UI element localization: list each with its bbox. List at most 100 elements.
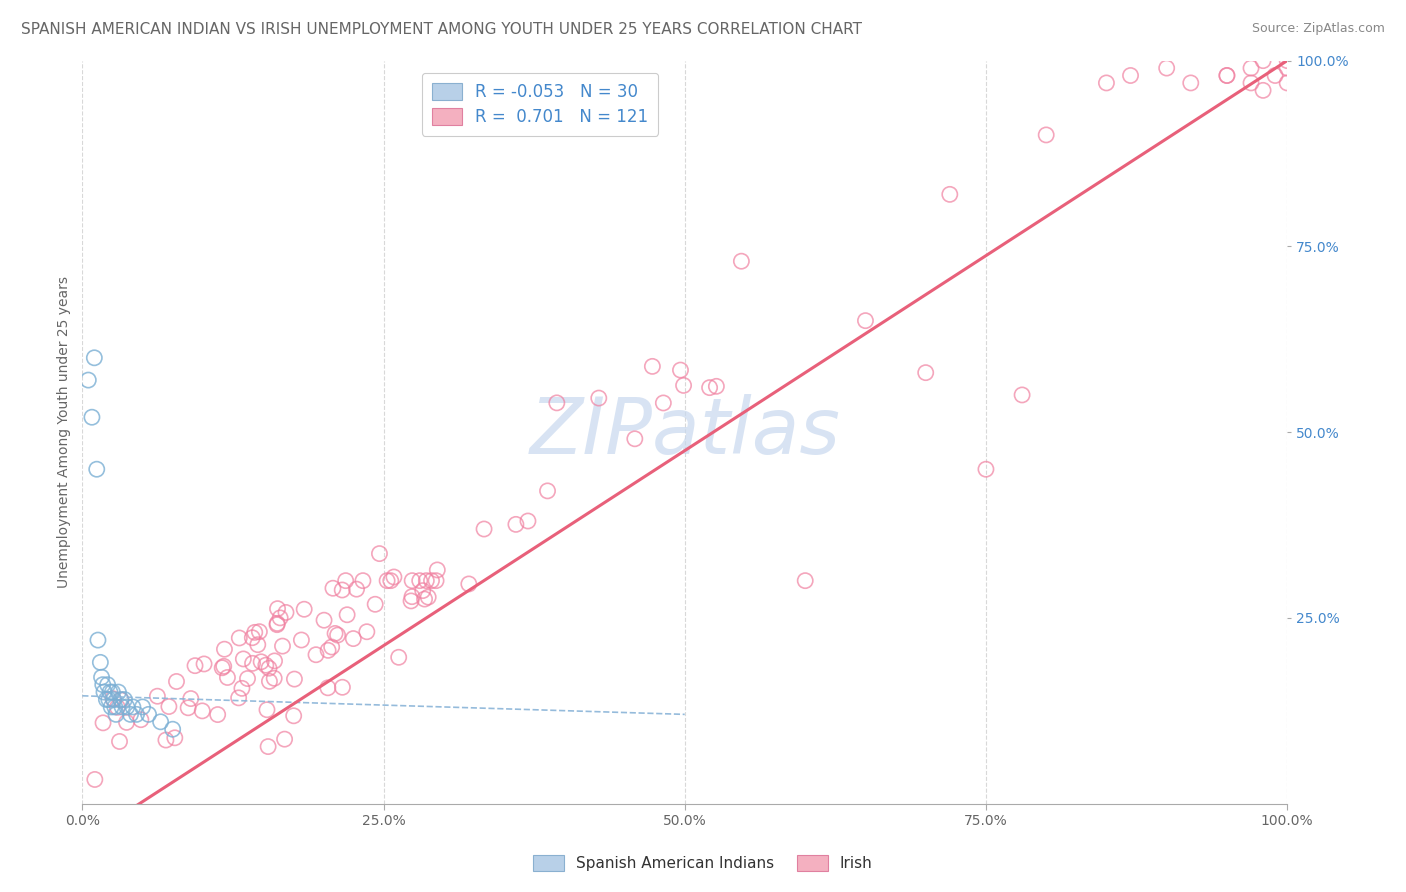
Point: [246, 638, 269, 652]
Point: [412, 583, 434, 598]
Point: [974, 462, 997, 476]
Point: [254, 658, 277, 673]
Point: [191, 704, 214, 718]
Point: [163, 731, 186, 745]
Point: [399, 594, 422, 608]
Point: [115, 715, 138, 730]
Point: [517, 514, 540, 528]
Point: [536, 483, 558, 498]
Point: [1119, 69, 1142, 83]
Point: [271, 639, 294, 653]
Point: [316, 643, 339, 657]
Point: [274, 606, 297, 620]
Point: [122, 700, 145, 714]
Point: [1011, 388, 1033, 402]
Point: [641, 359, 664, 374]
Point: [283, 708, 305, 723]
Point: [228, 690, 250, 705]
Point: [263, 671, 285, 685]
Point: [939, 187, 962, 202]
Point: [114, 692, 136, 706]
Point: [207, 707, 229, 722]
Point: [217, 670, 239, 684]
Point: [269, 611, 291, 625]
Point: [652, 396, 675, 410]
Point: [180, 691, 202, 706]
Point: [263, 654, 285, 668]
Point: [283, 672, 305, 686]
Point: [166, 674, 188, 689]
Point: [457, 577, 479, 591]
Point: [87, 633, 110, 648]
Point: [90, 670, 112, 684]
Point: [322, 581, 344, 595]
Point: [110, 693, 132, 707]
Point: [316, 681, 339, 695]
Point: [250, 655, 273, 669]
Point: [413, 592, 436, 607]
Point: [382, 570, 405, 584]
Point: [105, 707, 128, 722]
Point: [472, 522, 495, 536]
Point: [162, 723, 184, 737]
Point: [364, 597, 387, 611]
Point: [103, 692, 125, 706]
Point: [96, 692, 118, 706]
Point: [83, 351, 105, 365]
Point: [110, 692, 132, 706]
Point: [356, 624, 378, 639]
Point: [120, 707, 142, 722]
Legend: Spanish American Indians, Irish: Spanish American Indians, Irish: [527, 849, 879, 877]
Point: [257, 661, 280, 675]
Point: [699, 381, 721, 395]
Point: [214, 642, 236, 657]
Point: [232, 652, 254, 666]
Point: [292, 602, 315, 616]
Point: [730, 254, 752, 268]
Point: [240, 631, 263, 645]
Point: [97, 692, 120, 706]
Point: [149, 714, 172, 729]
Point: [247, 624, 270, 639]
Point: [273, 732, 295, 747]
Point: [1240, 76, 1263, 90]
Point: [1180, 76, 1202, 90]
Point: [86, 462, 108, 476]
Point: [380, 574, 402, 588]
Point: [177, 700, 200, 714]
Point: [256, 703, 278, 717]
Point: [1275, 54, 1298, 68]
Point: [375, 574, 398, 588]
Point: [228, 631, 250, 645]
Point: [266, 601, 288, 615]
Point: [425, 574, 447, 588]
Point: [388, 650, 411, 665]
Point: [1216, 69, 1239, 83]
Text: SPANISH AMERICAN INDIAN VS IRISH UNEMPLOYMENT AMONG YOUTH UNDER 25 YEARS CORRELA: SPANISH AMERICAN INDIAN VS IRISH UNEMPLO…: [21, 22, 862, 37]
Point: [706, 379, 728, 393]
Point: [111, 700, 134, 714]
Point: [290, 632, 312, 647]
Point: [914, 366, 936, 380]
Point: [330, 582, 353, 597]
Point: [401, 590, 423, 604]
Point: [426, 563, 449, 577]
Text: Source: ZipAtlas.com: Source: ZipAtlas.com: [1251, 22, 1385, 36]
Point: [1251, 83, 1274, 97]
Point: [212, 659, 235, 673]
Point: [855, 313, 877, 327]
Point: [236, 672, 259, 686]
Point: [346, 582, 368, 596]
Point: [672, 378, 695, 392]
Point: [89, 656, 111, 670]
Point: [146, 690, 169, 704]
Point: [115, 700, 138, 714]
Point: [93, 685, 115, 699]
Point: [101, 691, 124, 706]
Point: [125, 707, 148, 722]
Point: [243, 625, 266, 640]
Point: [98, 685, 121, 699]
Point: [332, 680, 354, 694]
Point: [352, 574, 374, 588]
Point: [211, 661, 233, 675]
